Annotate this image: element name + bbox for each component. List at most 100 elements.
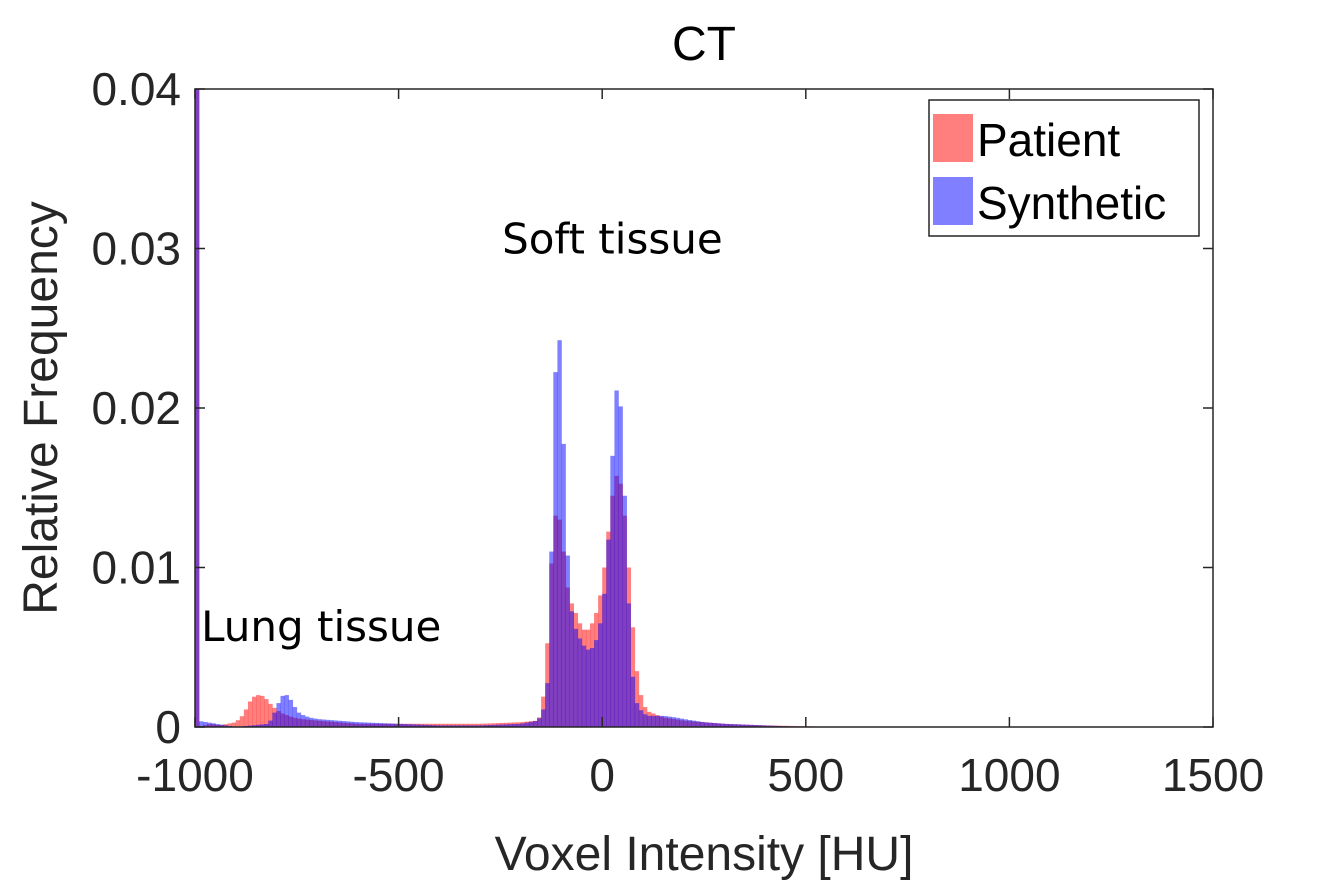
bar-synthetic [537, 718, 542, 727]
bar-synthetic [541, 709, 546, 727]
bar-synthetic [679, 718, 684, 727]
bar-synthetic [333, 720, 338, 727]
bar-synthetic [406, 724, 412, 727]
bar-synthetic [589, 648, 595, 727]
bar-synthetic [370, 722, 375, 727]
bar-synthetic [435, 725, 440, 727]
bar-patient [264, 699, 269, 727]
bar-synthetic [752, 725, 758, 727]
bar-synthetic [402, 724, 408, 727]
chart-title: CT [672, 18, 736, 71]
bar-synthetic [756, 725, 762, 727]
bar-patient [231, 722, 237, 727]
bar-patient [268, 703, 273, 727]
bar-synthetic [361, 722, 367, 727]
bar-synthetic [561, 443, 566, 727]
bar-synthetic [655, 715, 660, 727]
bar-synthetic [272, 712, 277, 727]
x-tick-label: 1500 [1162, 749, 1264, 801]
bar-synthetic [630, 676, 636, 727]
bar-synthetic [211, 723, 216, 727]
bar-synthetic [699, 721, 705, 727]
bar-synthetic [736, 724, 741, 727]
bar-synthetic [585, 649, 591, 727]
bar-synthetic [569, 611, 574, 727]
y-tick-label: 0.01 [91, 542, 181, 594]
bar-synthetic [598, 623, 603, 727]
y-tick-label: 0.04 [91, 63, 181, 115]
bar-synthetic [545, 683, 550, 727]
bar-synthetic [594, 640, 599, 727]
bar-synthetic [431, 725, 436, 727]
bar-synthetic [659, 715, 664, 727]
bar-synthetic [516, 723, 522, 727]
bar-synthetic [549, 551, 554, 727]
bar-synthetic [471, 725, 477, 727]
bar-synthetic [447, 725, 452, 727]
bar-synthetic [732, 724, 737, 727]
x-tick-label: -500 [353, 749, 445, 801]
bar-synthetic [353, 722, 359, 727]
bar-synthetic [691, 720, 697, 727]
bar-synthetic [410, 724, 416, 727]
bar-synthetic [199, 721, 204, 727]
bar-synthetic [443, 725, 448, 727]
bar-synthetic [642, 714, 648, 727]
bar-synthetic [765, 725, 770, 727]
bar-patient [260, 695, 265, 727]
legend-label-synthetic: Synthetic [977, 177, 1166, 229]
bar-patient [247, 701, 253, 727]
bar-patient [227, 723, 232, 727]
bar-synthetic [345, 721, 351, 727]
bar-synthetic [256, 724, 261, 727]
bar-synthetic [398, 723, 403, 727]
bar-synthetic [602, 593, 607, 727]
bar-synthetic [309, 717, 314, 727]
bar-synthetic [610, 455, 615, 727]
bar-synthetic [565, 555, 570, 727]
bar-synthetic [553, 372, 558, 727]
bar-synthetic [740, 724, 746, 727]
bar-synthetic [321, 719, 326, 727]
x-tick-label: 500 [767, 749, 844, 801]
bar-synthetic [264, 724, 269, 727]
x-tick-label: -1000 [136, 749, 254, 801]
bar-synthetic [357, 722, 363, 727]
bar-synthetic [467, 725, 473, 727]
legend-box [928, 99, 1200, 237]
x-tick-label: 0 [589, 749, 615, 801]
bar-synthetic [207, 722, 212, 727]
bar-synthetic [728, 724, 733, 727]
bar-synthetic [520, 723, 526, 727]
bar-synthetic [439, 725, 444, 727]
legend-swatch-patient [933, 114, 973, 162]
bar-synthetic [626, 603, 631, 727]
bar-synthetic [695, 721, 701, 727]
bar-synthetic [292, 707, 298, 727]
bar-synthetic [455, 725, 460, 727]
bar-synthetic [622, 495, 627, 727]
bar-synthetic [284, 695, 289, 727]
bar-synthetic [288, 699, 294, 727]
bar-synthetic [219, 724, 224, 727]
bar-synthetic [606, 539, 611, 727]
legend-swatch-synthetic [933, 177, 973, 225]
bar-synthetic [386, 723, 391, 727]
bar-synthetic [451, 725, 456, 727]
y-tick-label: 0.02 [91, 382, 181, 434]
bar-synthetic [577, 638, 583, 727]
bar-synthetic [671, 717, 676, 727]
annotations: Soft tissue Lung tissue [201, 214, 723, 651]
bar-synthetic [581, 645, 587, 727]
bar-patient [634, 671, 640, 727]
bar-synthetic [744, 724, 750, 727]
bar-synthetic [349, 721, 355, 727]
legend-label-patient: Patient [977, 114, 1120, 166]
annotation-lung-tissue: Lung tissue [201, 602, 441, 651]
bar-patient [252, 696, 257, 727]
x-axis-label: Voxel Intensity [HU] [495, 828, 914, 881]
bar-synthetic [378, 723, 383, 727]
bar-synthetic [329, 720, 334, 727]
bar-synthetic [708, 722, 713, 727]
bar-synthetic [296, 712, 302, 727]
